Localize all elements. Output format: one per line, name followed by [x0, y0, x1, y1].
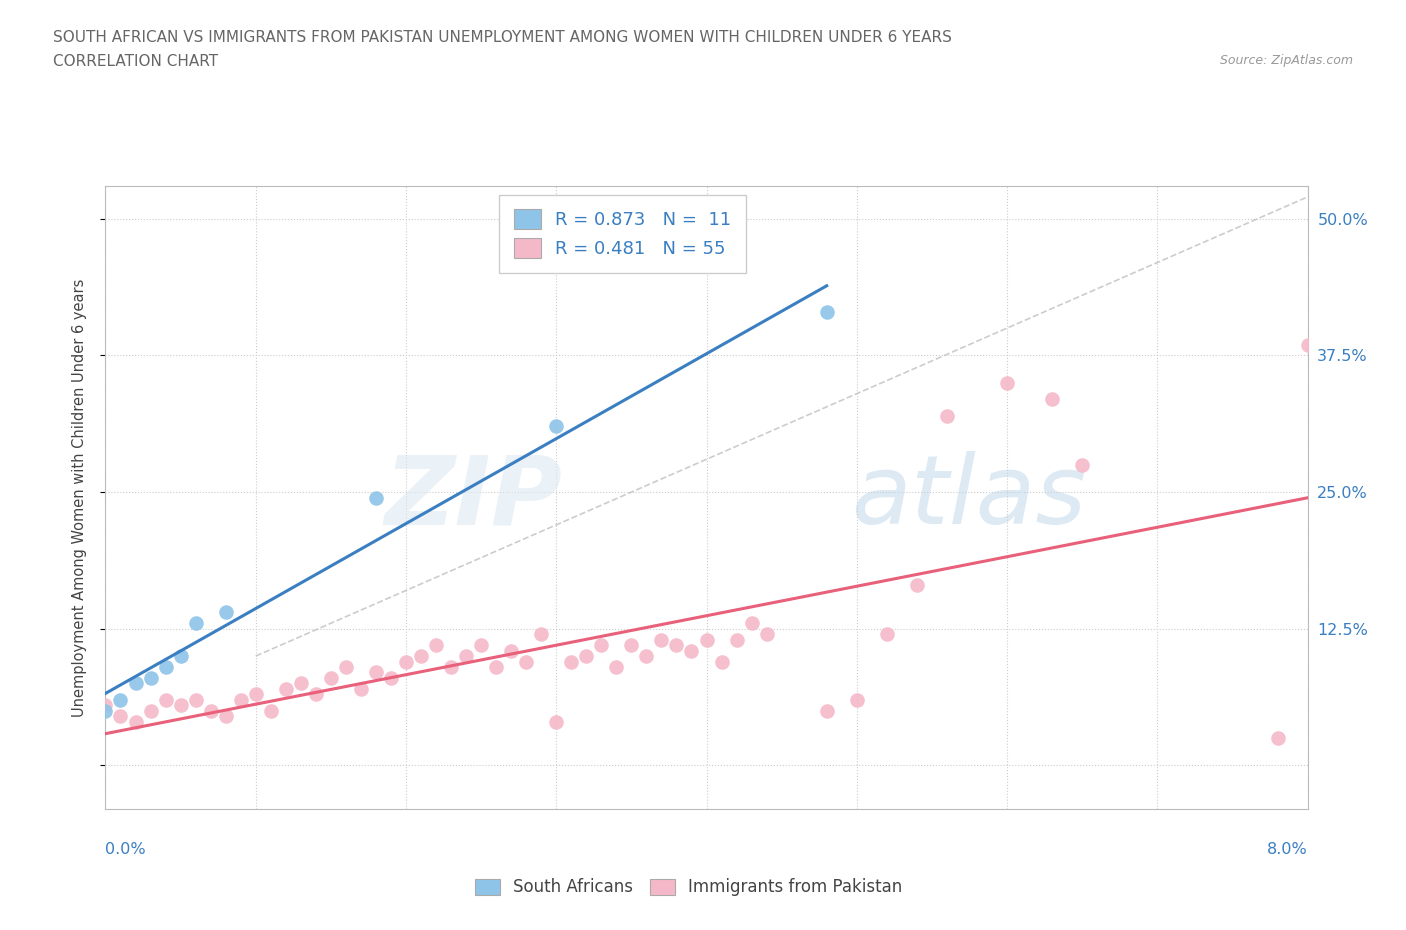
Point: [605, 659, 627, 674]
Point: [681, 644, 703, 658]
Point: [470, 638, 492, 653]
Point: [725, 632, 748, 647]
Point: [501, 644, 523, 658]
Point: [876, 627, 898, 642]
Point: [1296, 337, 1319, 352]
Point: [110, 692, 132, 707]
Point: [200, 703, 222, 718]
Point: [380, 671, 402, 685]
Point: [1040, 392, 1063, 406]
Point: [94, 703, 117, 718]
Point: [665, 638, 688, 653]
Point: [245, 687, 267, 702]
Point: [546, 419, 568, 434]
Point: [110, 709, 132, 724]
Legend: South Africans, Immigrants from Pakistan: South Africans, Immigrants from Pakistan: [468, 871, 910, 903]
Point: [995, 376, 1018, 391]
Point: [139, 703, 162, 718]
Point: [905, 578, 928, 592]
Point: [155, 659, 177, 674]
Point: [741, 616, 763, 631]
Point: [845, 692, 868, 707]
Point: [335, 659, 357, 674]
Point: [364, 665, 387, 680]
Point: [169, 698, 191, 712]
Point: [319, 671, 342, 685]
Point: [214, 604, 236, 619]
Point: [650, 632, 672, 647]
Text: CORRELATION CHART: CORRELATION CHART: [53, 54, 218, 69]
Point: [815, 304, 838, 319]
Text: SOUTH AFRICAN VS IMMIGRANTS FROM PAKISTAN UNEMPLOYMENT AMONG WOMEN WITH CHILDREN: SOUTH AFRICAN VS IMMIGRANTS FROM PAKISTA…: [53, 30, 952, 45]
Point: [214, 709, 236, 724]
Point: [229, 692, 252, 707]
Point: [395, 654, 418, 669]
Point: [936, 408, 959, 423]
Point: [440, 659, 463, 674]
Point: [124, 676, 146, 691]
Point: [409, 648, 432, 663]
Legend: R = 0.873   N =  11, R = 0.481   N = 55: R = 0.873 N = 11, R = 0.481 N = 55: [499, 195, 745, 272]
Point: [696, 632, 718, 647]
Point: [575, 648, 598, 663]
Point: [546, 714, 568, 729]
Point: [1267, 731, 1289, 746]
Point: [710, 654, 733, 669]
Text: atlas: atlas: [851, 451, 1085, 544]
Point: [755, 627, 778, 642]
Point: [454, 648, 477, 663]
Text: Source: ZipAtlas.com: Source: ZipAtlas.com: [1219, 54, 1353, 67]
Point: [290, 676, 312, 691]
Point: [485, 659, 508, 674]
Point: [274, 682, 297, 697]
Point: [636, 648, 658, 663]
Point: [425, 638, 447, 653]
Point: [155, 692, 177, 707]
Point: [94, 698, 117, 712]
Point: [350, 682, 373, 697]
Point: [815, 703, 838, 718]
Point: [184, 692, 207, 707]
Text: 8.0%: 8.0%: [1267, 842, 1308, 857]
Point: [184, 616, 207, 631]
Text: ZIP: ZIP: [384, 451, 562, 544]
Point: [169, 648, 191, 663]
Point: [560, 654, 582, 669]
Point: [1071, 458, 1094, 472]
Point: [620, 638, 643, 653]
Point: [139, 671, 162, 685]
Y-axis label: Unemployment Among Women with Children Under 6 years: Unemployment Among Women with Children U…: [72, 278, 87, 717]
Point: [124, 714, 146, 729]
Text: 0.0%: 0.0%: [105, 842, 146, 857]
Point: [530, 627, 553, 642]
Point: [591, 638, 613, 653]
Point: [305, 687, 328, 702]
Point: [260, 703, 283, 718]
Point: [364, 490, 387, 505]
Point: [515, 654, 537, 669]
